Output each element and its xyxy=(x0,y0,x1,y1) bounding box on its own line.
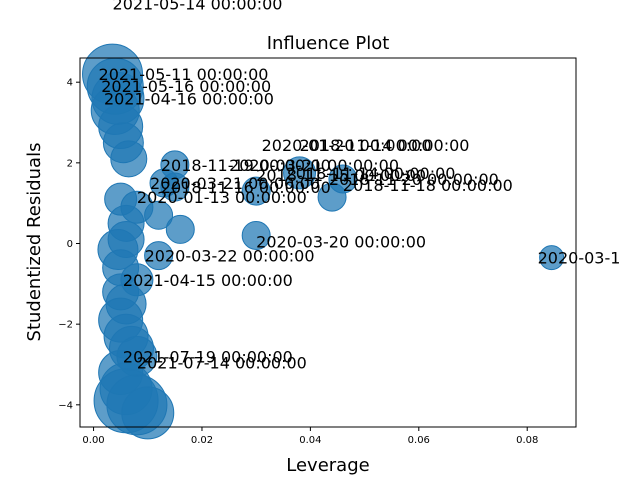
point-label: 2018-11-19 00:00:00 xyxy=(161,156,331,175)
data-point xyxy=(144,241,174,271)
annotation-label: 2018-11-15 00:00:00 xyxy=(256,166,426,185)
data-point xyxy=(110,140,148,178)
point-label: 2021-05-11 00:00:00 xyxy=(99,65,269,84)
x-tick-label: 0.00 xyxy=(82,435,104,446)
data-point xyxy=(317,182,347,212)
annotation-label: 2021-07-14 00:00:00 xyxy=(137,354,307,373)
annotation-label: 2018-11-18 00:00:00 xyxy=(343,176,513,195)
points-layer xyxy=(82,43,565,440)
annotation-label: 2020-01-13 00:00:00 xyxy=(137,188,307,207)
y-tick-label: 0 xyxy=(67,239,73,250)
y-tick-label: 4 xyxy=(67,78,73,89)
plot-frame xyxy=(79,57,577,428)
y-ticks: −4 −2 0 2 4 xyxy=(58,78,80,411)
y-axis-title: Studentized Residuals xyxy=(24,143,45,342)
x-tick-label: 0.08 xyxy=(516,435,538,446)
annotation-label: 2020-03-21 00:00:00 xyxy=(229,156,399,175)
point-label: 2020-03-1 xyxy=(538,249,621,268)
annotation-label: 2020-03-20 00:00:00 xyxy=(256,233,426,252)
point-label: 2021-04-16 00:00:00 xyxy=(104,89,274,108)
y-tick-label: −2 xyxy=(58,320,73,331)
x-tick-label: 0.06 xyxy=(408,435,430,446)
x-axis-title: Leverage xyxy=(286,455,369,476)
point-label: 2020-03-21 00:00:00 xyxy=(150,174,320,193)
x-tick-label: 0.02 xyxy=(191,435,213,446)
y-tick-label: 2 xyxy=(67,158,73,169)
annotation-label: 2018-11-14 00:00:00 xyxy=(300,136,470,155)
x-tick-label: 0.04 xyxy=(299,435,321,446)
data-point xyxy=(165,214,195,244)
annotation-label: 2020-01-20 00:00:00 xyxy=(262,136,432,155)
point-label: 2018-11-16 00:00:00 xyxy=(161,178,331,197)
chart-title: Influence Plot xyxy=(267,33,390,54)
data-point xyxy=(283,156,317,190)
y-tick-label: −4 xyxy=(58,400,73,411)
point-label: 2021-05-16 00:00:00 xyxy=(101,77,271,96)
data-point xyxy=(144,200,174,230)
data-point xyxy=(241,176,271,206)
annotation-label: 2021-05-14 00:00:00 xyxy=(113,0,283,14)
point-label: 2021-07-19 00:00:00 xyxy=(123,347,293,366)
x-ticks: 0.00 0.02 0.04 0.06 0.08 xyxy=(82,427,538,446)
data-point xyxy=(121,386,175,440)
point-label: 2018-11-14 00:00:00 xyxy=(286,164,456,183)
point-label: 2020-03-22 00:00:00 xyxy=(145,247,315,266)
data-point xyxy=(160,172,190,202)
data-point xyxy=(241,220,271,250)
point-label: 2021-04-15 00:00:00 xyxy=(123,271,293,290)
point-label: 2018-11-20 00:00:00 xyxy=(329,170,499,189)
data-point xyxy=(539,245,565,271)
